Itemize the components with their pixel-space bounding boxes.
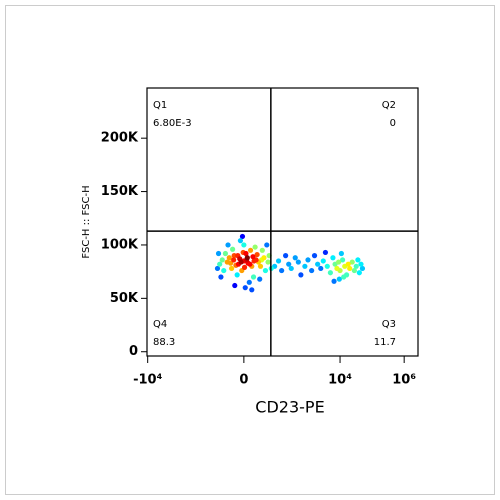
event-dot bbox=[302, 263, 308, 269]
x-tick-label: 10⁴ bbox=[328, 373, 352, 388]
event-dot bbox=[334, 265, 340, 272]
quadrant-name: Q4 bbox=[153, 319, 167, 330]
event-dot bbox=[247, 247, 254, 253]
event-dot bbox=[217, 261, 223, 267]
event-dot bbox=[257, 263, 264, 269]
event-dot bbox=[339, 257, 346, 263]
event-dot bbox=[246, 279, 252, 285]
event-dot bbox=[324, 263, 330, 269]
event-dot bbox=[359, 265, 366, 272]
event-dot bbox=[335, 259, 342, 265]
event-dot bbox=[225, 242, 231, 248]
event-dot bbox=[226, 255, 232, 261]
event-dot bbox=[286, 261, 292, 267]
event-dot bbox=[336, 276, 342, 282]
event-dot bbox=[275, 258, 282, 264]
event-dot bbox=[341, 274, 347, 280]
event-dot bbox=[358, 261, 364, 267]
event-dot bbox=[355, 257, 361, 263]
event-dot bbox=[241, 264, 248, 270]
y-tick-label: 150K bbox=[101, 184, 139, 199]
event-dot bbox=[265, 259, 271, 265]
event-dot bbox=[237, 238, 244, 244]
event-dot bbox=[283, 253, 289, 259]
event-dot bbox=[230, 246, 236, 252]
event-dot bbox=[231, 257, 237, 263]
event-dot bbox=[241, 242, 247, 248]
x-tick-label: 0 bbox=[239, 373, 248, 388]
event-dot bbox=[353, 263, 359, 269]
event-dot bbox=[257, 276, 263, 282]
event-dot bbox=[250, 254, 256, 260]
event-dot bbox=[252, 244, 258, 250]
event-dot bbox=[218, 274, 224, 280]
event-dot bbox=[222, 250, 229, 257]
quadrant-name: Q3 bbox=[382, 319, 396, 330]
event-dot bbox=[295, 259, 301, 265]
event-dot bbox=[327, 270, 333, 276]
event-dot bbox=[259, 247, 265, 253]
event-dot bbox=[345, 261, 351, 267]
event-dot bbox=[239, 233, 246, 240]
event-dot bbox=[305, 257, 311, 263]
event-dot bbox=[309, 267, 315, 274]
quadrant-value: 0 bbox=[390, 118, 396, 129]
event-dot bbox=[331, 278, 337, 284]
x-axis-label: CD23-PE bbox=[255, 398, 324, 417]
y-tick-label: 0 bbox=[129, 344, 138, 359]
event-dot bbox=[330, 255, 336, 261]
x-tick-label: -10⁴ bbox=[133, 373, 162, 388]
y-tick-label: 200K bbox=[101, 131, 139, 146]
event-dot bbox=[243, 250, 249, 257]
event-dot bbox=[215, 250, 222, 257]
event-dot bbox=[322, 249, 329, 256]
event-dot bbox=[262, 267, 269, 274]
event-dot bbox=[279, 267, 285, 274]
event-dot bbox=[292, 255, 298, 261]
event-dot bbox=[232, 282, 238, 289]
event-dot bbox=[249, 287, 255, 293]
quadrant-value: 88.3 bbox=[153, 337, 175, 348]
event-dot bbox=[214, 265, 221, 272]
event-dot bbox=[264, 242, 270, 248]
event-dot bbox=[298, 272, 304, 278]
plot-area bbox=[146, 87, 419, 357]
event-dot bbox=[251, 258, 257, 264]
quadrant-name: Q1 bbox=[153, 100, 167, 111]
event-dot bbox=[247, 261, 253, 267]
quadrant-value: 11.7 bbox=[374, 337, 396, 348]
quadrant-value: 6.80E-3 bbox=[153, 118, 192, 129]
event-dot bbox=[231, 253, 237, 259]
event-dot bbox=[261, 255, 267, 261]
quadrant-name: Q2 bbox=[382, 100, 396, 111]
event-dot bbox=[288, 265, 294, 272]
event-dot bbox=[356, 270, 362, 276]
event-dot bbox=[347, 265, 353, 272]
event-dot bbox=[242, 285, 248, 291]
event-dot bbox=[219, 257, 225, 263]
event-dot bbox=[254, 251, 260, 258]
x-tick-label: 10⁶ bbox=[392, 373, 416, 388]
frame bbox=[5, 5, 495, 495]
event-dot bbox=[315, 261, 321, 267]
event-dot bbox=[238, 259, 244, 265]
event-dot bbox=[228, 265, 235, 272]
event-dot bbox=[338, 250, 344, 257]
event-dot bbox=[234, 272, 240, 278]
y-tick-label: 100K bbox=[101, 237, 139, 252]
event-dot bbox=[244, 255, 250, 261]
event-dot bbox=[311, 253, 318, 259]
event-dot bbox=[351, 267, 357, 274]
event-dot bbox=[349, 259, 355, 265]
event-dot bbox=[318, 265, 324, 272]
event-dot bbox=[221, 267, 227, 274]
y-tick-label: 50K bbox=[110, 291, 139, 306]
event-dot bbox=[320, 258, 326, 264]
y-axis-label: FSC-H :: FSC-H bbox=[81, 185, 92, 258]
event-dot bbox=[250, 274, 257, 280]
